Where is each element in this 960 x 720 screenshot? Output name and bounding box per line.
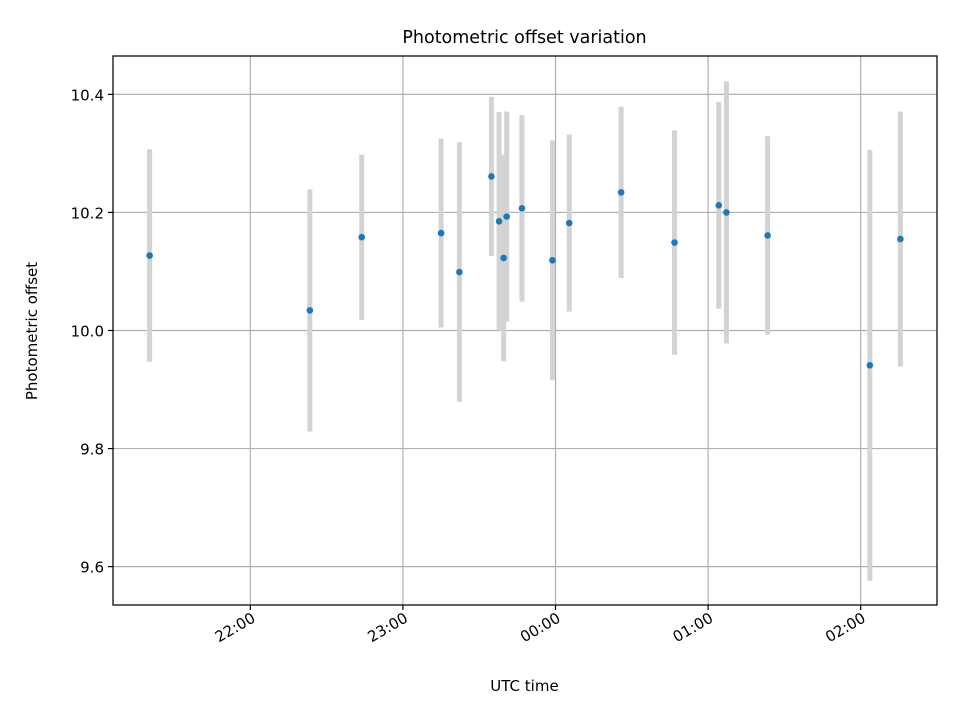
y-tick-label: 10.2 [71,204,104,222]
x-tick-label: 22:00 [212,609,258,646]
y-tick-label: 10.0 [71,323,104,341]
chart-title: Photometric offset variation [402,28,646,48]
data-point [565,219,573,227]
x-tick-label: 00:00 [517,609,563,646]
data-point [549,256,556,264]
data-point [866,362,874,369]
data-point [715,202,723,209]
data-point [495,217,503,225]
data-points [146,173,904,369]
data-point [897,235,904,243]
grid-lines [113,56,937,605]
data-point [358,233,366,241]
data-point [503,213,510,220]
y-tick-label: 9.6 [80,559,104,577]
x-tick-label: 01:00 [670,609,716,646]
data-point [437,229,445,237]
data-point [764,232,771,239]
data-point [518,205,526,212]
y-tick-label: 10.4 [71,86,104,104]
data-point [306,307,314,314]
y-axis-label: Photometric offset [23,262,41,400]
data-point [723,209,730,216]
data-point [488,173,495,180]
data-point [500,254,507,262]
axis-ticks: 9.6 9.8 10.0 10.2 10.4 22:00 23:00 00:00 01:00 02… [71,86,869,646]
data-point [456,268,463,276]
y-tick-label: 9.8 [80,441,104,459]
data-point [671,239,678,246]
data-point [146,252,153,259]
data-point [617,189,625,196]
x-axis-label: UTC time [490,677,558,695]
x-tick-label: 23:00 [364,609,410,646]
x-tick-label: 02:00 [822,609,868,646]
